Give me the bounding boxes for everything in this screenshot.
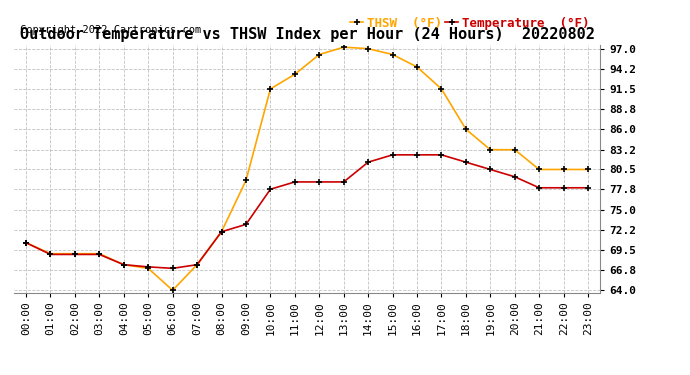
Temperature  (°F)	[584, 186, 592, 190]
THSW  (°F)	[364, 46, 373, 51]
Text: Copyright 2022 Cartronics.com: Copyright 2022 Cartronics.com	[19, 25, 201, 35]
THSW  (°F)	[95, 252, 104, 256]
Temperature  (°F)	[339, 180, 348, 184]
THSW  (°F)	[511, 147, 519, 152]
THSW  (°F)	[315, 52, 324, 57]
Temperature  (°F)	[437, 153, 446, 157]
Title: Outdoor Temperature vs THSW Index per Hour (24 Hours)  20220802: Outdoor Temperature vs THSW Index per Ho…	[19, 27, 595, 42]
Temperature  (°F)	[46, 252, 55, 257]
THSW  (°F)	[486, 147, 495, 152]
THSW  (°F)	[144, 266, 152, 271]
THSW  (°F)	[560, 167, 568, 172]
THSW  (°F)	[193, 262, 201, 267]
THSW  (°F)	[46, 252, 55, 256]
Temperature  (°F)	[413, 153, 421, 157]
THSW  (°F)	[535, 167, 543, 172]
THSW  (°F)	[241, 178, 250, 183]
Temperature  (°F)	[193, 262, 201, 267]
Temperature  (°F)	[144, 265, 152, 269]
Temperature  (°F)	[315, 180, 324, 184]
Temperature  (°F)	[241, 222, 250, 226]
Temperature  (°F)	[119, 262, 128, 267]
Temperature  (°F)	[217, 230, 226, 234]
THSW  (°F)	[22, 240, 30, 245]
Temperature  (°F)	[290, 180, 299, 184]
Temperature  (°F)	[168, 266, 177, 271]
THSW  (°F)	[388, 52, 397, 57]
THSW  (°F)	[462, 127, 470, 132]
Temperature  (°F)	[462, 160, 470, 164]
THSW  (°F)	[168, 288, 177, 292]
Temperature  (°F)	[364, 160, 373, 164]
THSW  (°F)	[217, 230, 226, 234]
Temperature  (°F)	[511, 174, 519, 179]
THSW  (°F)	[266, 87, 275, 91]
THSW  (°F)	[437, 87, 446, 91]
Legend: THSW  (°F), Temperature  (°F): THSW (°F), Temperature (°F)	[345, 12, 594, 34]
THSW  (°F)	[413, 65, 421, 69]
Temperature  (°F)	[486, 167, 495, 172]
Temperature  (°F)	[22, 240, 30, 245]
Line: Temperature  (°F): Temperature (°F)	[23, 152, 591, 272]
Temperature  (°F)	[71, 252, 79, 257]
THSW  (°F)	[119, 262, 128, 267]
Temperature  (°F)	[560, 186, 568, 190]
THSW  (°F)	[339, 45, 348, 50]
THSW  (°F)	[584, 167, 592, 172]
Temperature  (°F)	[95, 252, 104, 257]
Temperature  (°F)	[266, 187, 275, 192]
Temperature  (°F)	[388, 153, 397, 157]
Temperature  (°F)	[535, 186, 543, 190]
THSW  (°F)	[290, 72, 299, 76]
Line: THSW  (°F): THSW (°F)	[23, 44, 591, 294]
THSW  (°F)	[71, 252, 79, 256]
